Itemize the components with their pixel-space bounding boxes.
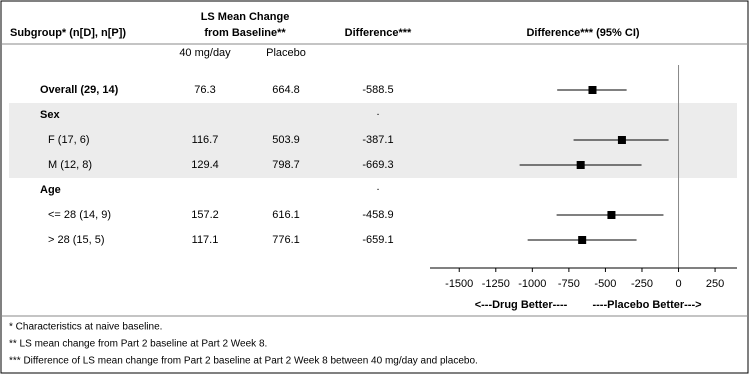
row-label: F (17, 6) bbox=[48, 134, 90, 146]
header-subgroup: Subgroup* (n[D], n[P]) bbox=[10, 27, 126, 39]
point-estimate bbox=[617, 136, 626, 144]
cell-value: 117.1 bbox=[192, 234, 219, 246]
x-tick-label: -500 bbox=[594, 278, 616, 290]
cell-difference: -458.9 bbox=[362, 209, 393, 221]
cell-value: 503.9 bbox=[272, 134, 300, 146]
x-tick-label: -250 bbox=[631, 278, 653, 290]
cell-value: 664.8 bbox=[272, 84, 300, 96]
footnote: * Characteristics at naive baseline. bbox=[9, 322, 162, 333]
row-label: Sex bbox=[40, 109, 60, 121]
point-estimate bbox=[588, 86, 597, 94]
point-estimate bbox=[576, 161, 585, 169]
header-plot: Difference*** (95% CI) bbox=[526, 27, 639, 39]
subheader: Placebo bbox=[266, 47, 306, 59]
cell-difference: -588.5 bbox=[362, 84, 393, 96]
point-estimate bbox=[607, 211, 616, 219]
subheader: 40 mg/day bbox=[179, 47, 231, 59]
footnote: ** LS mean change from Part 2 baseline a… bbox=[9, 339, 267, 350]
cell-difference: -659.1 bbox=[362, 234, 393, 246]
x-tick-label: 250 bbox=[706, 278, 724, 290]
axis-label: <---Drug Better---- bbox=[475, 299, 568, 311]
x-tick-label: 0 bbox=[675, 278, 681, 290]
row-label: > 28 (15, 5) bbox=[48, 234, 105, 246]
cell-value: 616.1 bbox=[272, 209, 300, 221]
cell-value: 129.4 bbox=[191, 159, 219, 171]
cell-value: 76.3 bbox=[194, 84, 215, 96]
x-tick-label: -1000 bbox=[518, 278, 546, 290]
cell-value: 116.7 bbox=[192, 134, 219, 146]
cell-value: 798.7 bbox=[272, 159, 300, 171]
row-label: Overall (29, 14) bbox=[40, 84, 119, 96]
row-label: M (12, 8) bbox=[48, 159, 92, 171]
header-ls-mean: LS Mean Change bbox=[201, 11, 290, 23]
row-shade bbox=[9, 103, 737, 128]
x-tick-label: -1500 bbox=[445, 278, 473, 290]
footnote: *** Difference of LS mean change from Pa… bbox=[9, 356, 478, 367]
row-label: <= 28 (14, 9) bbox=[48, 209, 111, 221]
cell-note: . bbox=[376, 106, 379, 118]
header-ls-mean: from Baseline** bbox=[204, 27, 286, 39]
cell-note: . bbox=[376, 181, 379, 193]
x-tick-label: -1250 bbox=[482, 278, 510, 290]
cell-value: 776.1 bbox=[272, 234, 300, 246]
point-estimate bbox=[578, 236, 587, 244]
row-label: Age bbox=[40, 184, 61, 196]
cell-difference: -387.1 bbox=[362, 134, 393, 146]
axis-label: ----Placebo Better---> bbox=[592, 299, 701, 311]
cell-difference: -669.3 bbox=[362, 159, 393, 171]
x-tick-label: -750 bbox=[558, 278, 580, 290]
cell-value: 157.2 bbox=[191, 209, 219, 221]
header-difference: Difference*** bbox=[345, 27, 412, 39]
